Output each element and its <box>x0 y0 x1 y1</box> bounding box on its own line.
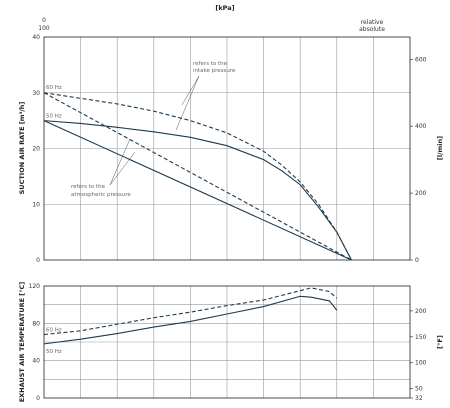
temperature-panel-lines: 60 Hz 50 Hz <box>43 287 338 355</box>
series-line <box>43 295 338 345</box>
temperature-ylabel: EXHAUST AIR TEMPERATURE [°C] <box>18 282 26 403</box>
y-tick-label: 30 <box>32 90 40 97</box>
y-tick-label: 40 <box>32 34 40 41</box>
top-tick-absolute: 100 <box>38 25 50 32</box>
top-axis-label: [kPa] <box>215 4 234 12</box>
y2-tick-label: 200 <box>415 190 427 197</box>
y2-tick-label: 150 <box>415 334 427 341</box>
y2-tick-label: 400 <box>415 123 427 130</box>
y2-tick-label: 32 <box>415 395 423 402</box>
annotation-intake-leader <box>175 75 200 131</box>
annotation-intake-1: refers to the <box>193 61 228 67</box>
series-line <box>43 92 352 261</box>
series-line <box>43 287 338 336</box>
y-tick-label: 10 <box>32 201 40 208</box>
series-label-50hz: 50 Hz <box>46 349 62 355</box>
series-label-60hz: 60 Hz <box>46 85 62 91</box>
series-line <box>43 92 352 261</box>
y2-tick-label: 100 <box>415 360 427 367</box>
y-tick-label: 80 <box>32 320 40 327</box>
annotation-atmos-2: atmospheric pressure <box>71 192 131 198</box>
y2-tick-label: 600 <box>415 56 427 63</box>
y2-tick-label: 200 <box>415 308 427 315</box>
y-tick-label: 120 <box>29 283 41 290</box>
top-axis-note-absolute: absolute <box>359 26 385 33</box>
y2-tick-label: 0 <box>415 257 419 264</box>
y-tick-label: 0 <box>36 395 40 402</box>
suction-ylabel: SUCTION AIR RATE [m³/h] <box>18 102 26 195</box>
y-tick-label: 20 <box>32 146 40 153</box>
annotation-intake-2: intake pressure <box>193 68 236 74</box>
y-tick-label: 0 <box>36 257 40 264</box>
series-label-60hz: 60 Hz <box>46 328 62 334</box>
suction-panel-lines: 60 Hz 50 Hz <box>43 85 352 261</box>
temperature-panel-frame <box>43 285 411 399</box>
suction-y2label: [l/min] <box>436 136 444 160</box>
series-label-50hz: 50 Hz <box>46 114 62 120</box>
temperature-panel-grid <box>44 286 410 398</box>
suction-panel-frame <box>43 36 411 261</box>
y-tick-label: 40 <box>32 358 40 365</box>
top-axis-note-relative: relative <box>361 19 384 26</box>
series-line <box>43 120 352 261</box>
temperature-y2label: [°F] <box>436 335 444 349</box>
y2-tick-label: 50 <box>415 386 423 393</box>
top-tick-relative: 0 <box>42 17 46 24</box>
temperature-panel-ticks: 0 40 80 120 32 50 100 150 200 <box>29 283 427 402</box>
series-line <box>43 120 352 261</box>
annotation-atmos-1: refers to the <box>71 184 106 190</box>
annotation-atmos-leader <box>109 138 136 186</box>
